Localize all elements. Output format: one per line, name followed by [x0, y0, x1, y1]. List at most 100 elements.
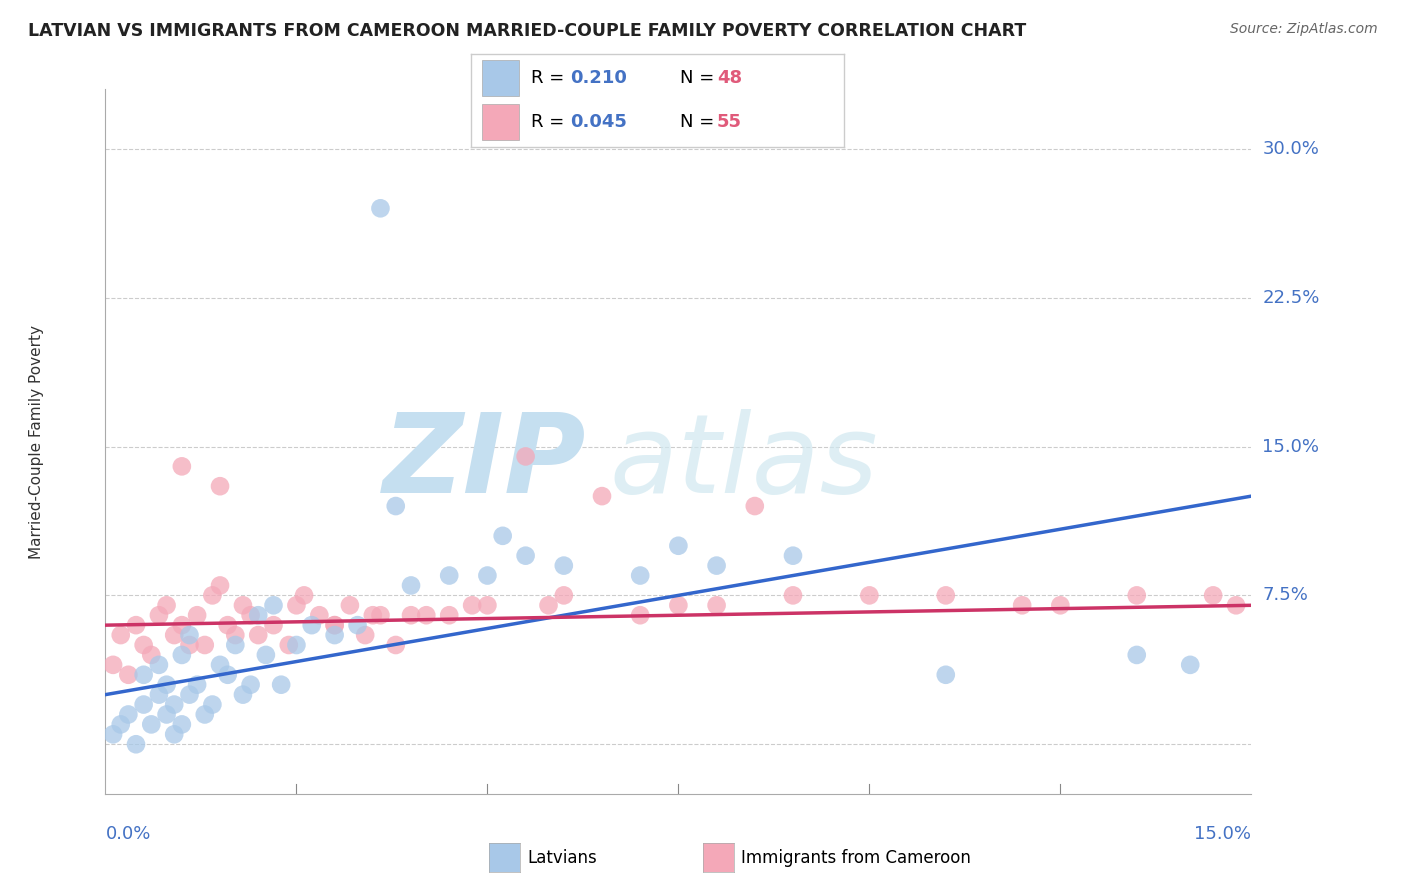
Point: [437, 568, 460, 582]
Point: [399, 608, 422, 623]
Point: [132, 638, 155, 652]
Point: [285, 599, 308, 613]
Point: [125, 618, 148, 632]
Point: [323, 618, 346, 632]
Point: [370, 608, 392, 623]
Point: [163, 698, 186, 712]
Point: [179, 688, 201, 702]
Point: [148, 608, 170, 623]
Point: [706, 558, 728, 573]
Point: [339, 599, 361, 613]
Point: [148, 657, 170, 672]
Point: [591, 489, 613, 503]
Point: [170, 459, 193, 474]
Point: [553, 558, 575, 573]
Point: [537, 599, 560, 613]
Point: [292, 588, 315, 602]
Point: [1125, 648, 1147, 662]
Point: [179, 638, 201, 652]
Point: [628, 608, 651, 623]
Point: [1225, 599, 1247, 613]
Point: [247, 608, 270, 623]
Point: [141, 648, 163, 662]
Point: [370, 202, 392, 216]
Text: 15.0%: 15.0%: [1194, 825, 1251, 843]
Text: N =: N =: [679, 113, 720, 131]
Text: Married-Couple Family Poverty: Married-Couple Family Poverty: [30, 325, 44, 558]
Point: [186, 678, 208, 692]
Point: [232, 688, 254, 702]
Point: [217, 667, 239, 681]
Point: [270, 678, 292, 692]
Point: [217, 618, 239, 632]
Point: [254, 648, 277, 662]
Point: [354, 628, 377, 642]
Text: Immigrants from Cameroon: Immigrants from Cameroon: [741, 849, 970, 867]
Point: [1011, 599, 1033, 613]
Text: 55: 55: [717, 113, 742, 131]
Point: [1202, 588, 1225, 602]
Text: R =: R =: [530, 69, 569, 87]
Point: [782, 549, 804, 563]
Point: [415, 608, 437, 623]
Point: [361, 608, 384, 623]
Point: [477, 599, 499, 613]
Point: [239, 608, 262, 623]
Bar: [482, 104, 519, 140]
Point: [194, 638, 217, 652]
Point: [117, 707, 139, 722]
Point: [477, 568, 499, 582]
Point: [628, 568, 651, 582]
Point: [194, 707, 217, 722]
Text: ZIP: ZIP: [384, 409, 586, 516]
Text: Latvians: Latvians: [527, 849, 598, 867]
Point: [208, 657, 231, 672]
Point: [744, 499, 766, 513]
Point: [208, 479, 231, 493]
Point: [170, 618, 193, 632]
Point: [117, 667, 139, 681]
Point: [399, 578, 422, 592]
Point: [706, 599, 728, 613]
Text: R =: R =: [530, 113, 569, 131]
Point: [666, 599, 689, 613]
Point: [155, 599, 177, 613]
Text: 30.0%: 30.0%: [1263, 140, 1319, 158]
Point: [263, 618, 285, 632]
Point: [101, 727, 124, 741]
Point: [224, 628, 246, 642]
Point: [553, 588, 575, 602]
Point: [125, 737, 148, 751]
Point: [308, 608, 330, 623]
Point: [935, 588, 957, 602]
Point: [384, 638, 406, 652]
Point: [179, 628, 201, 642]
Point: [323, 618, 346, 632]
Point: [132, 698, 155, 712]
Point: [492, 529, 515, 543]
Point: [101, 657, 124, 672]
Point: [515, 549, 537, 563]
Point: [461, 599, 484, 613]
Text: N =: N =: [679, 69, 720, 87]
Text: LATVIAN VS IMMIGRANTS FROM CAMEROON MARRIED-COUPLE FAMILY POVERTY CORRELATION CH: LATVIAN VS IMMIGRANTS FROM CAMEROON MARR…: [28, 22, 1026, 40]
Point: [323, 628, 346, 642]
Text: 15.0%: 15.0%: [1263, 437, 1319, 456]
Point: [208, 578, 231, 592]
Point: [263, 599, 285, 613]
Text: 48: 48: [717, 69, 742, 87]
Text: 7.5%: 7.5%: [1263, 586, 1309, 605]
Point: [437, 608, 460, 623]
Point: [285, 638, 308, 652]
Point: [301, 618, 323, 632]
Text: Source: ZipAtlas.com: Source: ZipAtlas.com: [1230, 22, 1378, 37]
Text: 0.045: 0.045: [569, 113, 627, 131]
Point: [155, 707, 177, 722]
Point: [163, 727, 186, 741]
Point: [1180, 657, 1202, 672]
Point: [666, 539, 689, 553]
Text: 22.5%: 22.5%: [1263, 289, 1320, 307]
Point: [782, 588, 804, 602]
Point: [110, 628, 132, 642]
Point: [148, 688, 170, 702]
